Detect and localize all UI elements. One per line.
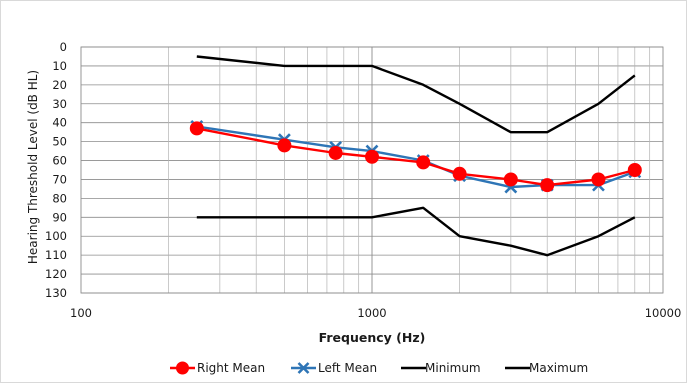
y-tick-label: 120 [45, 267, 67, 281]
series-maximum [196, 206, 636, 257]
x-tick-labels: 100 1000 10000 [70, 306, 681, 320]
y-tick-label: 50 [52, 135, 67, 149]
legend-label: Right Mean [197, 361, 265, 375]
x-stroke [297, 362, 310, 374]
series-right-mean [189, 121, 642, 193]
legend-label: Left Mean [318, 361, 377, 375]
data-point-circle [503, 172, 518, 187]
y-tick-label: 130 [45, 286, 67, 300]
x-tick-label: 10000 [645, 306, 682, 320]
y-tick-label: 30 [52, 97, 67, 111]
data-point-circle [452, 166, 467, 181]
y-tick-label: 0 [60, 40, 67, 54]
x-tick-label: 100 [70, 306, 92, 320]
series-line-maximum [196, 206, 636, 257]
y-axis-label: Hearing Threshold Level (dB HL) [26, 70, 40, 264]
y-tick-labels: 0 10 20 30 40 50 60 70 80 90 100 110 120 130 [45, 40, 67, 300]
grid [81, 46, 663, 294]
y-tick-label: 100 [45, 229, 67, 243]
y-tick-label: 110 [45, 248, 67, 262]
data-point-circle [416, 155, 431, 170]
data-point-circle [189, 121, 204, 136]
data-point-circle [627, 163, 642, 177]
series-layer [189, 55, 642, 257]
legend-label: Minimum [425, 361, 481, 375]
plot-area-border [80, 46, 664, 294]
axes [80, 46, 664, 294]
series-line-minimum [196, 55, 636, 134]
data-point-circle [176, 361, 189, 375]
legend: Right Mean Left Mean Minimum Maximum [170, 361, 588, 375]
legend-item-right-mean: Right Mean [170, 361, 265, 375]
data-point-circle [591, 172, 606, 187]
y-tick-label: 70 [52, 172, 67, 186]
series-line-right-mean [196, 127, 636, 187]
y-tick-label: 60 [52, 154, 67, 168]
legend-label: Maximum [529, 361, 588, 375]
y-tick-label: 40 [52, 116, 67, 130]
series-line-left-mean [196, 125, 636, 189]
data-point-circle [328, 145, 343, 160]
data-point-circle [540, 178, 555, 193]
data-point-x [297, 362, 310, 374]
legend-item-maximum: Maximum [505, 361, 588, 375]
legend-item-minimum: Minimum [401, 361, 481, 375]
x-tick-label: 1000 [357, 306, 386, 320]
y-tick-label: 90 [52, 210, 67, 224]
y-tick-label: 10 [52, 59, 67, 73]
series-minimum [196, 55, 636, 134]
x-axis-label: Frequency (Hz) [319, 330, 426, 345]
data-point-circle [277, 138, 292, 153]
y-tick-label: 20 [52, 78, 67, 92]
data-point-circle [365, 149, 379, 164]
legend-item-left-mean: Left Mean [291, 361, 377, 375]
y-tick-label: 80 [52, 191, 67, 205]
